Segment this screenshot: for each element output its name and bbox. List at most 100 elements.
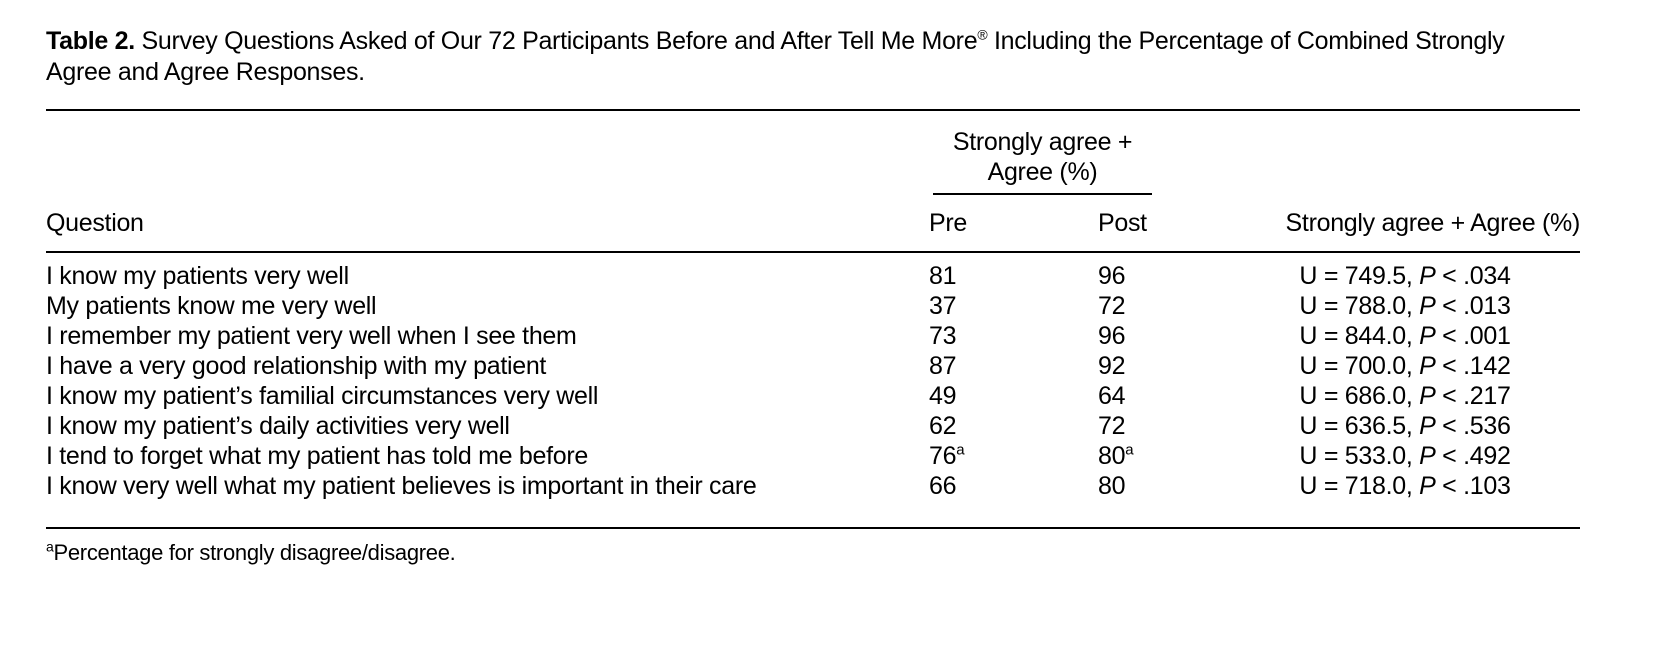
p-label: P: [1419, 262, 1436, 290]
spanner-row: Strongly agree + Agree (%): [46, 110, 1580, 195]
p-value: < .013: [1442, 292, 1511, 320]
pre-value-cell: 66: [929, 471, 1098, 528]
post-value-cell: 96: [1098, 252, 1230, 291]
pre-post-spanner: Strongly agree + Agree (%): [933, 127, 1152, 195]
footnote-marker: a: [1125, 441, 1134, 459]
question-cell: My patients know me very well: [46, 292, 377, 320]
table-row: I remember my patient very well when I s…: [46, 321, 1580, 351]
post-value: 72: [1098, 292, 1126, 320]
stat-cell: U = 718.0, P < .103: [1230, 471, 1580, 528]
u-statistic: U = 718.0,: [1299, 472, 1413, 500]
post-value-cell: 64: [1098, 381, 1230, 411]
pre-value: 66: [929, 472, 957, 500]
p-label: P: [1419, 472, 1436, 500]
pre-value: 49: [929, 382, 957, 410]
stat-cell: U = 686.0, P < .217: [1230, 381, 1580, 411]
pre-value-cell: 81: [929, 252, 1098, 291]
post-value: 92: [1098, 352, 1126, 380]
table-row: I know my patient’s familial circumstanc…: [46, 381, 1580, 411]
pre-value-cell: 37: [929, 291, 1098, 321]
column-header-row: Question Pre Post Strongly agree + Agree…: [46, 195, 1580, 253]
pre-value: 62: [929, 412, 957, 440]
p-label: P: [1419, 382, 1436, 410]
footnote-text: Percentage for strongly disagree/disagre…: [53, 540, 456, 565]
p-value: < .001: [1442, 322, 1511, 350]
pre-value: 87: [929, 352, 957, 380]
u-statistic: U = 636.5,: [1299, 412, 1413, 440]
post-value-cell: 96: [1098, 321, 1230, 351]
post-value: 64: [1098, 382, 1126, 410]
pre-value-cell: 73: [929, 321, 1098, 351]
post-value-cell: 80: [1098, 471, 1230, 528]
table-row: I have a very good relationship with my …: [46, 351, 1580, 381]
table-row: My patients know me very well 37 72 U = 788…: [46, 291, 1580, 321]
spanner-line1: Strongly agree +: [952, 128, 1133, 156]
stat-cell: U = 788.0, P < .013: [1230, 291, 1580, 321]
u-statistic: U = 686.0,: [1299, 382, 1413, 410]
post-value-cell: 72: [1098, 411, 1230, 441]
u-statistic: U = 749.5,: [1299, 262, 1413, 290]
table-caption-text-1: Survey Questions Asked of Our 72 Partici…: [141, 27, 978, 55]
question-cell: I know my patients very well: [46, 262, 349, 290]
u-statistic: U = 533.0,: [1299, 442, 1413, 470]
question-cell: I tend to forget what my patient has tol…: [46, 442, 588, 470]
u-statistic: U = 788.0,: [1299, 292, 1413, 320]
question-cell: I know very well what my patient believe…: [46, 472, 757, 500]
pre-value: 76: [929, 442, 957, 470]
stat-cell: U = 844.0, P < .001: [1230, 321, 1580, 351]
post-value-cell: 72: [1098, 291, 1230, 321]
p-value: < .492: [1442, 442, 1511, 470]
footnote-marker: a: [956, 441, 965, 459]
spanner-line2: Agree (%): [987, 158, 1098, 186]
p-value: < .142: [1442, 352, 1511, 380]
post-value: 80: [1098, 472, 1126, 500]
stat-cell: U = 636.5, P < .536: [1230, 411, 1580, 441]
pre-value-cell: 87: [929, 351, 1098, 381]
stat-cell: U = 749.5, P < .034: [1230, 252, 1580, 291]
post-value-cell: 92: [1098, 351, 1230, 381]
stat-cell: U = 533.0, P < .492: [1230, 441, 1580, 471]
registered-trademark-symbol: ®: [977, 26, 988, 43]
pre-value: 73: [929, 322, 957, 350]
post-value: 80: [1098, 442, 1126, 470]
pre-value-cell: 76a: [929, 441, 1098, 471]
table-header: Strongly agree + Agree (%) Question Pre …: [46, 110, 1580, 253]
pre-column-header: Pre: [929, 195, 1098, 253]
table-caption-text-2: Including the Percentage of Combined Str…: [993, 27, 1505, 55]
table-row: I know my patients very well 81 96 U = 749.…: [46, 252, 1580, 291]
question-column-header: Question: [46, 195, 929, 253]
table-caption: Table 2. Survey Questions Asked of Our 7…: [46, 26, 1580, 88]
question-cell: I know my patient’s familial circumstanc…: [46, 382, 599, 410]
post-value: 72: [1098, 412, 1126, 440]
post-column-header: Post: [1098, 195, 1230, 253]
p-value: < .103: [1442, 472, 1511, 500]
table-row: I know very well what my patient believe…: [46, 471, 1580, 528]
stat-cell: U = 700.0, P < .142: [1230, 351, 1580, 381]
p-label: P: [1419, 292, 1436, 320]
table-footnote: aPercentage for strongly disagree/disagr…: [46, 539, 1580, 566]
survey-results-table: Strongly agree + Agree (%) Question Pre …: [46, 109, 1580, 529]
table-row: I know my patient’s daily activities ver…: [46, 411, 1580, 441]
p-value: < .536: [1442, 412, 1511, 440]
post-value: 96: [1098, 262, 1126, 290]
p-value: < .034: [1442, 262, 1511, 290]
table-row: I tend to forget what my patient has tol…: [46, 441, 1580, 471]
u-statistic: U = 844.0,: [1299, 322, 1413, 350]
question-cell: I have a very good relationship with my …: [46, 352, 547, 380]
p-label: P: [1419, 412, 1436, 440]
u-statistic: U = 700.0,: [1299, 352, 1413, 380]
pre-value: 37: [929, 292, 957, 320]
spanner-spacer-right: [1230, 110, 1580, 195]
question-cell: I remember my patient very well when I s…: [46, 322, 577, 350]
pre-value: 81: [929, 262, 957, 290]
post-value-cell: 80a: [1098, 441, 1230, 471]
pre-value-cell: 62: [929, 411, 1098, 441]
p-value: < .217: [1442, 382, 1511, 410]
footnote-marker: a: [46, 538, 54, 555]
post-value: 96: [1098, 322, 1126, 350]
spanner-spacer-left: [46, 110, 929, 195]
p-label: P: [1419, 322, 1436, 350]
table-body: I know my patients very well 81 96 U = 749.…: [46, 252, 1580, 528]
table-caption-label: Table 2.: [46, 27, 135, 55]
